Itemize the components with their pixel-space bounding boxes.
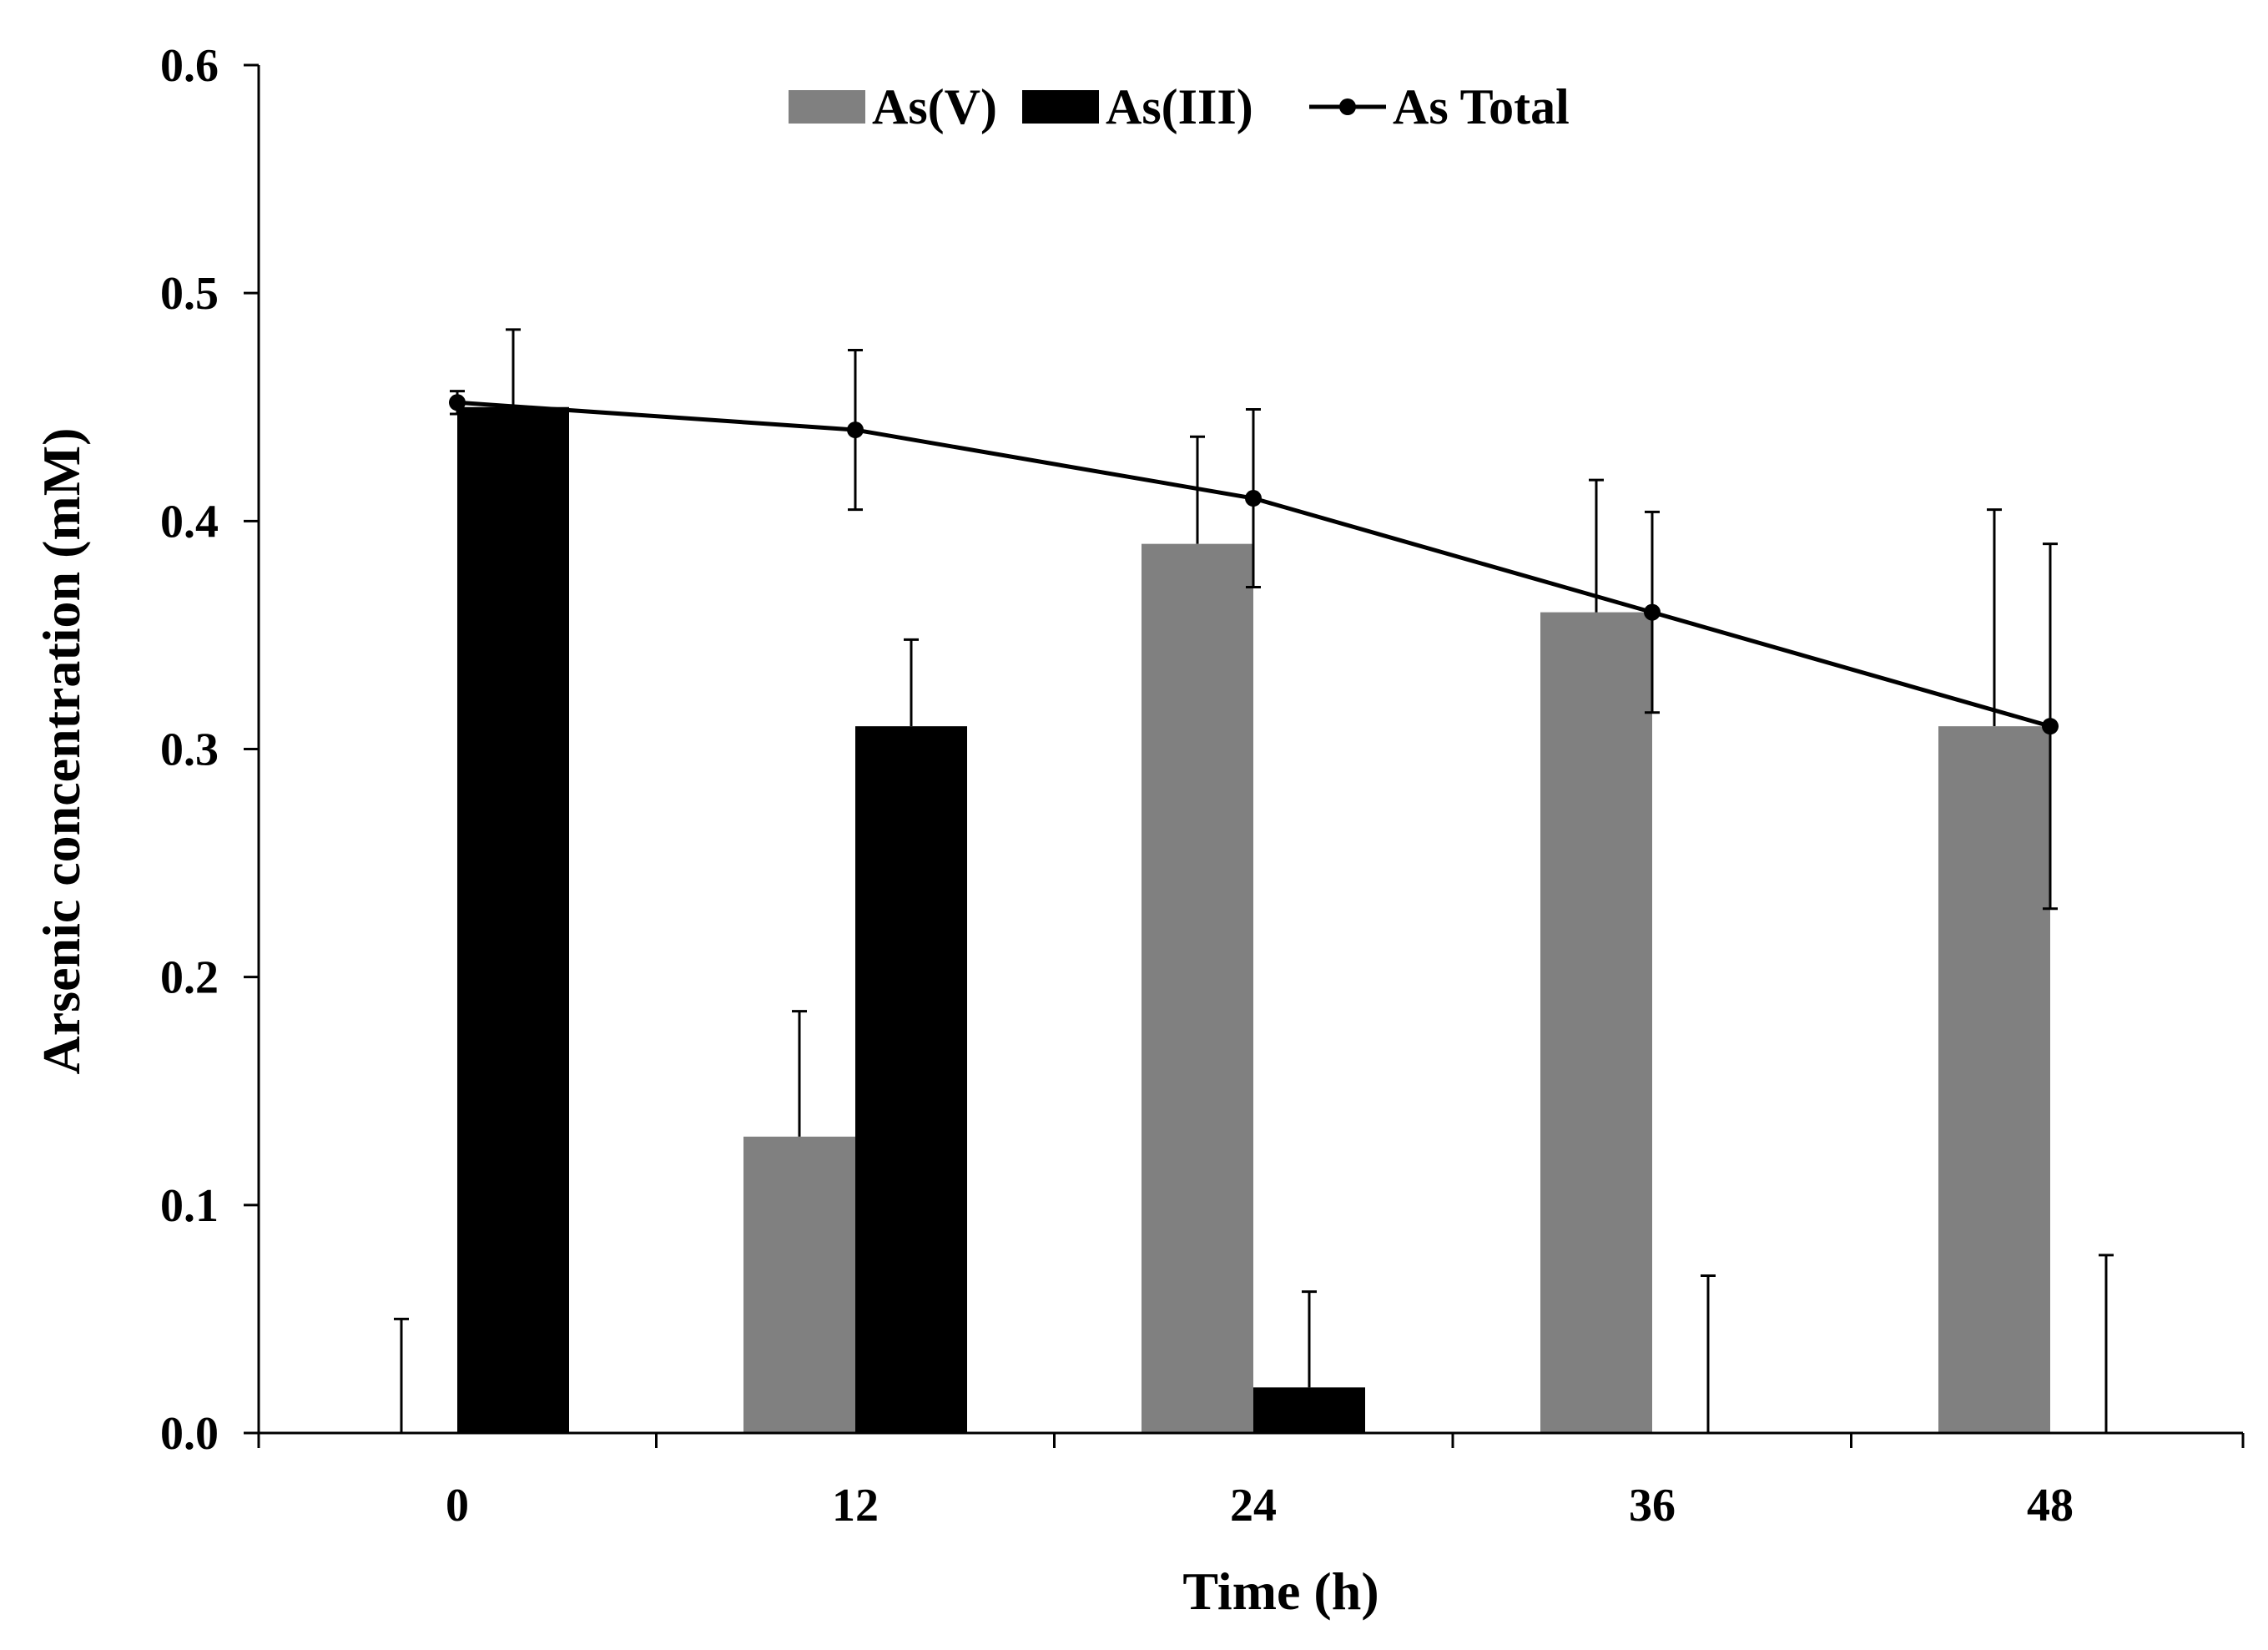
x-ticks: 0 12 24 36 48 — [257, 1433, 2245, 1531]
bars-layer — [457, 406, 2050, 1433]
y-tick-label: 0.1 — [160, 1180, 219, 1232]
y-tick-label: 0.4 — [160, 496, 219, 547]
line-point-24 — [1245, 490, 1262, 507]
legend-marker-as-total — [1339, 98, 1356, 115]
bar-asiii-0 — [457, 406, 569, 1433]
legend-swatch-asv — [789, 90, 865, 124]
y-axis-title: Arsenic concentration (mM) — [32, 428, 91, 1075]
y-tick-label: 0.3 — [160, 724, 219, 776]
x-tick-label: 48 — [2027, 1480, 2074, 1531]
legend-label: As(III) — [1106, 79, 1253, 134]
line-point-0 — [449, 394, 466, 411]
x-tick-label: 12 — [832, 1480, 879, 1531]
y-tick-label: 0.6 — [160, 40, 219, 92]
line-point-48 — [2042, 718, 2059, 735]
line-point-36 — [1644, 603, 1661, 621]
legend-label: As Total — [1393, 79, 1570, 134]
bar-asv-12 — [743, 1136, 855, 1433]
x-tick-label: 24 — [1230, 1480, 1277, 1531]
legend: As(V) As(III) As Total — [789, 79, 1570, 134]
legend-swatch-asiii — [1022, 90, 1099, 124]
line-layer — [449, 394, 2059, 735]
legend-label: As(V) — [872, 79, 997, 134]
x-tick-label: 36 — [1629, 1480, 1676, 1531]
y-tick-label: 0.5 — [160, 268, 219, 320]
bar-asv-24 — [1142, 543, 1253, 1433]
bar-asv-36 — [1540, 612, 1652, 1433]
x-axis-title: Time (h) — [1182, 1562, 1378, 1621]
x-tick-label: 0 — [446, 1480, 469, 1531]
y-tick-label: 0.0 — [160, 1408, 219, 1460]
bar-asv-48 — [1938, 726, 2050, 1433]
line-point-12 — [847, 421, 864, 439]
y-ticks: 0.0 0.1 0.2 0.3 0.4 0.5 0.6 — [160, 40, 259, 1460]
bar-asiii-12 — [855, 726, 967, 1433]
bar-asiii-24 — [1253, 1387, 1365, 1433]
y-tick-label: 0.2 — [160, 952, 219, 1004]
